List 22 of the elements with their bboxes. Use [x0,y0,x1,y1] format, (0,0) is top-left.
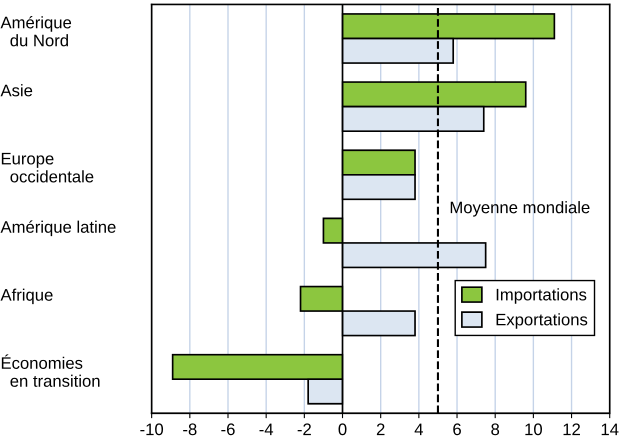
x-tick-label: 12 [564,423,580,436]
ref-line-label: Moyenne mondiale [450,201,590,217]
x-tick-label: -6 [221,423,235,436]
y-tick-label: Asie [0,84,32,96]
y-tick-label: Économies en transition [2,354,100,387]
y-tick-label: Amérique du Nord [0,16,72,46]
x-tick-label: 8 [491,423,500,436]
x-tick-label: 0 [338,423,346,436]
x-tick-label: 2 [376,423,384,436]
x-tick-label: 14 [602,424,618,436]
y-tick-label: Europe occidentale [2,152,94,182]
legend-label: Exportations [496,313,588,329]
x-tick-label: -10 [140,423,164,436]
y-tick-label: Amérique latine [0,220,116,236]
legend-label: Importations [496,288,586,304]
x-tick-label: 4 [414,424,424,436]
y-tick-label: Afrique [0,288,53,304]
x-tick-label: 10 [525,423,542,436]
x-tick-label: 6 [453,423,461,436]
x-tick-label: -2 [298,423,311,436]
x-tick-label: -4 [260,424,274,436]
x-tick-label: -8 [183,423,197,436]
